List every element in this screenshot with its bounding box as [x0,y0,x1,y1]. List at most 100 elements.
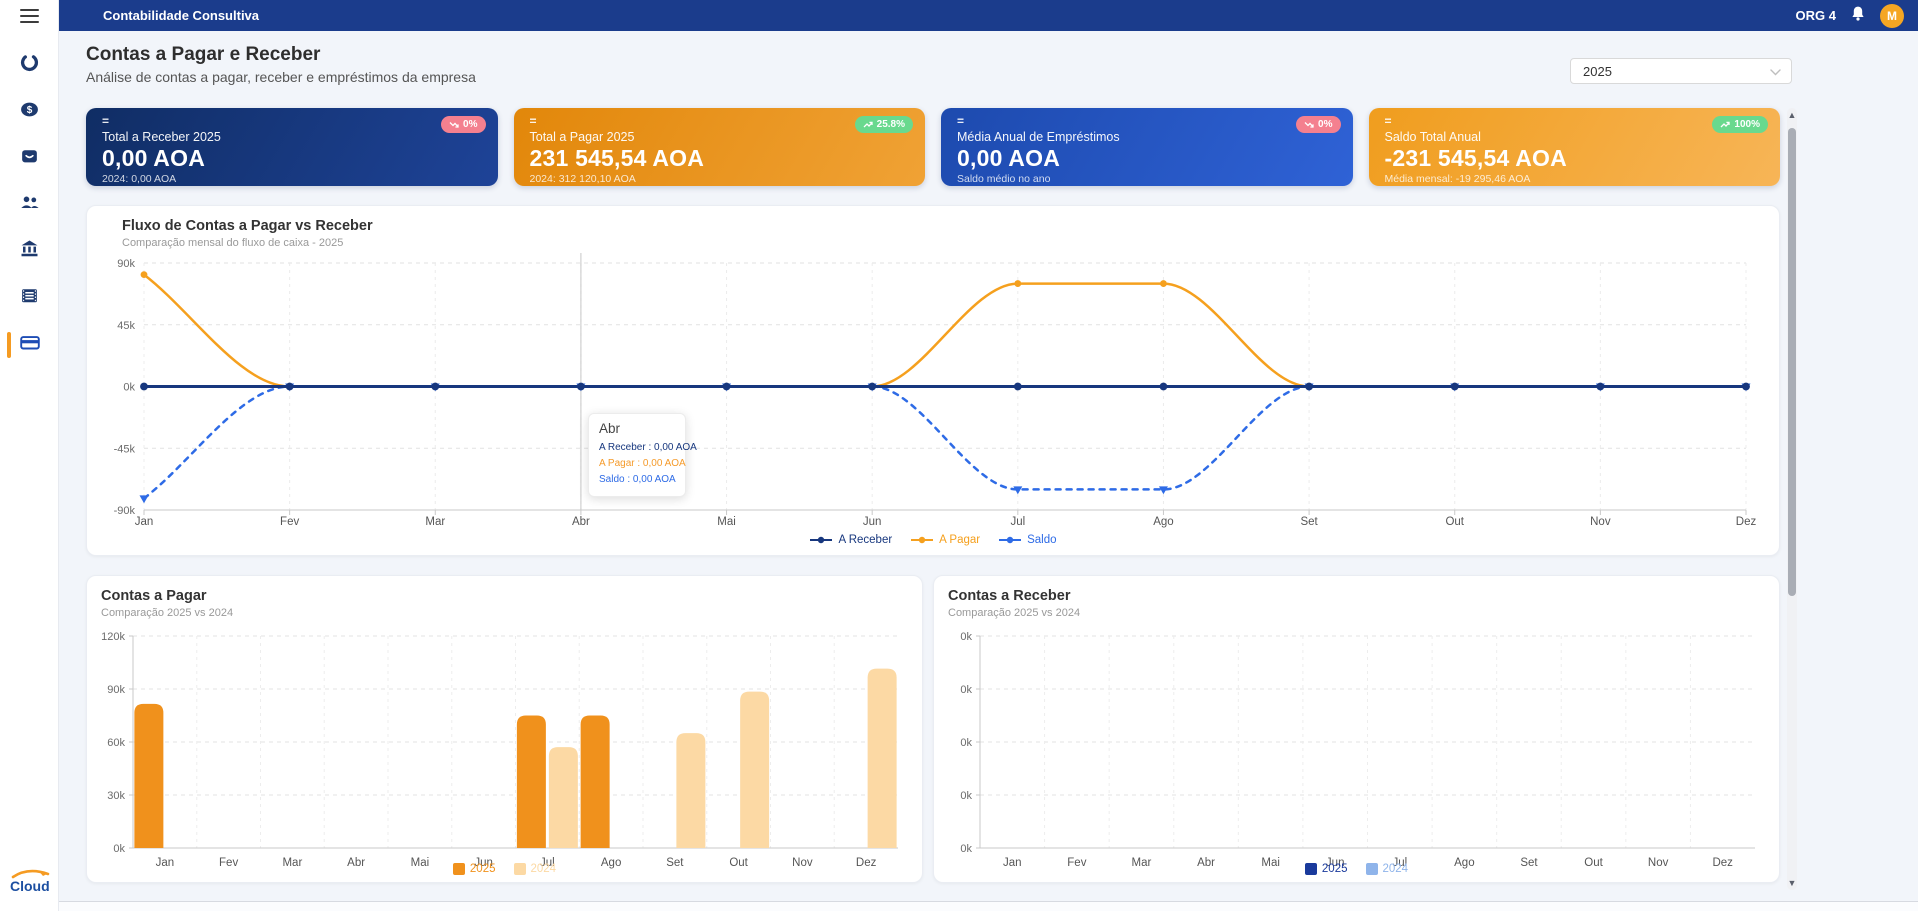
svg-text:Jun: Jun [474,857,493,869]
scrollbar: ▲ ▼ [1786,108,1798,890]
scroll-down-icon[interactable]: ▼ [1787,878,1797,888]
trend-badge: 0% [1296,116,1341,133]
svg-text:0k: 0k [960,737,972,749]
kpi-value: -231 545,54 AOA [1384,145,1567,171]
svg-text:0k: 0k [123,382,135,394]
svg-text:Dez: Dez [1736,516,1757,528]
kpi-card-media-emprestimos[interactable]: = 0% Média Anual de Empréstimos 0,00 AOA… [941,108,1353,186]
svg-text:Abr: Abr [1197,857,1215,869]
receipt-icon [19,285,40,311]
kpi-value: 0,00 AOA [957,145,1061,171]
svg-text:Fev: Fev [280,516,299,528]
chart-tooltip: Abr A Receber : 0,00 AOA A Pagar : 0,00 A… [588,413,697,497]
svg-text:30k: 30k [107,790,125,802]
svg-text:Ago: Ago [601,857,621,869]
svg-text:Ago: Ago [1454,857,1474,869]
bag-icon [19,145,40,171]
svg-text:Abr: Abr [572,516,590,528]
svg-text:Jan: Jan [156,857,175,869]
payables-chart-legend: 2025 2024 [87,863,922,875]
legend-item[interactable]: 2025 [452,863,496,875]
avatar[interactable]: M [1880,3,1904,28]
chevron-down-icon [1770,64,1781,79]
payables-bar-chart[interactable]: 120k 90k 60k 30k 0k Jan Fev Mar Abr Mai Jun Jul Ago S… [87,576,924,876]
year-dropdown-value: 2025 [1583,63,1612,79]
org-label[interactable]: ORG 4 [1795,8,1836,23]
trend-up-icon [1720,121,1731,127]
kpi-label: Total a Pagar 2025 [529,130,635,144]
bank-icon [19,238,40,264]
svg-text:Fev: Fev [219,857,238,869]
sidebar-item-payables-receivables[interactable] [0,327,59,363]
svg-text:Mai: Mai [1261,857,1280,869]
sidebar-item-invoices[interactable] [0,280,59,316]
trend-badge: 25.8% [854,116,913,133]
svg-text:Jul: Jul [1392,857,1407,869]
card-icon [19,332,41,358]
svg-text:0k: 0k [960,790,972,802]
kpi-subtext: 2024: 312 120,10 AOA [529,173,636,185]
svg-text:0k: 0k [960,684,972,696]
tooltip-row: A Pagar : 0,00 AOA [599,458,686,469]
tooltip-title: Abr [599,421,621,436]
top-navbar: Contabilidade Consultiva ORG 4 M [59,0,1918,31]
svg-text:0k: 0k [113,843,125,855]
cloud-logo: Cloud [6,864,54,898]
legend-item[interactable]: A Pagar [910,534,980,546]
bell-icon[interactable] [1850,5,1866,27]
kpi-subtext: 2024: 0,00 AOA [102,173,177,185]
receivables-bar-chart[interactable]: 0k 0k 0k 0k 0k Jan Fev Mar Abr Mai Jun Jul Ago Set Out… [934,576,1781,876]
svg-text:Set: Set [666,857,684,869]
scrollbar-thumb[interactable] [1788,128,1796,596]
payables-chart-card: Contas a Pagar Comparação 2025 vs 2024 1… [86,575,923,883]
receivables-chart-title: Contas a Receber [948,588,1071,604]
kpi-card-saldo-anual[interactable]: = 100% Saldo Total Anual -231 545,54 AOA… [1368,108,1780,186]
svg-text:Dez: Dez [1712,857,1733,869]
legend-item[interactable]: 2025 [1304,863,1348,875]
page-subtitle: Análise de contas a pagar, receber e emp… [86,69,476,85]
drag-icon: = [102,114,110,128]
users-icon [19,192,41,218]
svg-text:Nov: Nov [1590,516,1611,528]
legend-item[interactable]: A Receber [809,534,892,546]
legend-item[interactable]: 2024 [513,863,556,875]
svg-text:$: $ [27,105,33,116]
svg-text:Set: Set [1520,857,1538,869]
svg-text:0k: 0k [960,843,972,855]
trend-down-icon [449,121,459,128]
sidebar-item-bank[interactable] [0,233,59,269]
svg-text:0k: 0k [960,631,972,643]
active-indicator [7,332,11,358]
sidebar-item-clients[interactable] [0,187,59,223]
tooltip-row: Saldo : 0,00 AOA [599,474,676,485]
kpi-label: Saldo Total Anual [1384,130,1481,144]
year-dropdown[interactable]: 2025 [1570,58,1792,84]
svg-text:-45k: -45k [114,443,136,455]
sync-icon [19,52,40,78]
svg-text:Mar: Mar [282,857,302,869]
svg-text:Jul: Jul [540,857,555,869]
page-title: Contas a Pagar e Receber [86,44,321,65]
kpi-card-total-receber[interactable]: = 0% Total a Receber 2025 0,00 AOA 2024:… [86,108,498,186]
receivables-chart-card: Contas a Receber Comparação 2025 vs 2024… [933,575,1780,883]
svg-text:Nov: Nov [1648,857,1669,869]
flow-chart-legend: A Receber A Pagar Saldo [87,534,1779,546]
svg-text:Fev: Fev [1067,857,1086,869]
kpi-card-total-pagar[interactable]: = 25.8% Total a Pagar 2025 231 545,54 AO… [513,108,925,186]
legend-item[interactable]: Saldo [998,534,1057,546]
menu-icon[interactable] [20,9,39,23]
legend-item[interactable]: 2024 [1365,863,1408,875]
sidebar-item-purchases[interactable] [0,140,59,176]
svg-text:-90k: -90k [114,505,136,517]
sidebar-item-finance[interactable]: $ [0,94,59,130]
sidebar-item-sync[interactable] [0,47,59,83]
kpi-label: Total a Receber 2025 [102,130,221,144]
payables-chart-title: Contas a Pagar [101,588,207,604]
scroll-up-icon[interactable]: ▲ [1787,110,1797,120]
kpi-value: 231 545,54 AOA [529,145,705,171]
dollar-icon: $ [19,99,40,125]
svg-text:60k: 60k [107,737,125,749]
kpi-label: Média Anual de Empréstimos [957,130,1120,144]
